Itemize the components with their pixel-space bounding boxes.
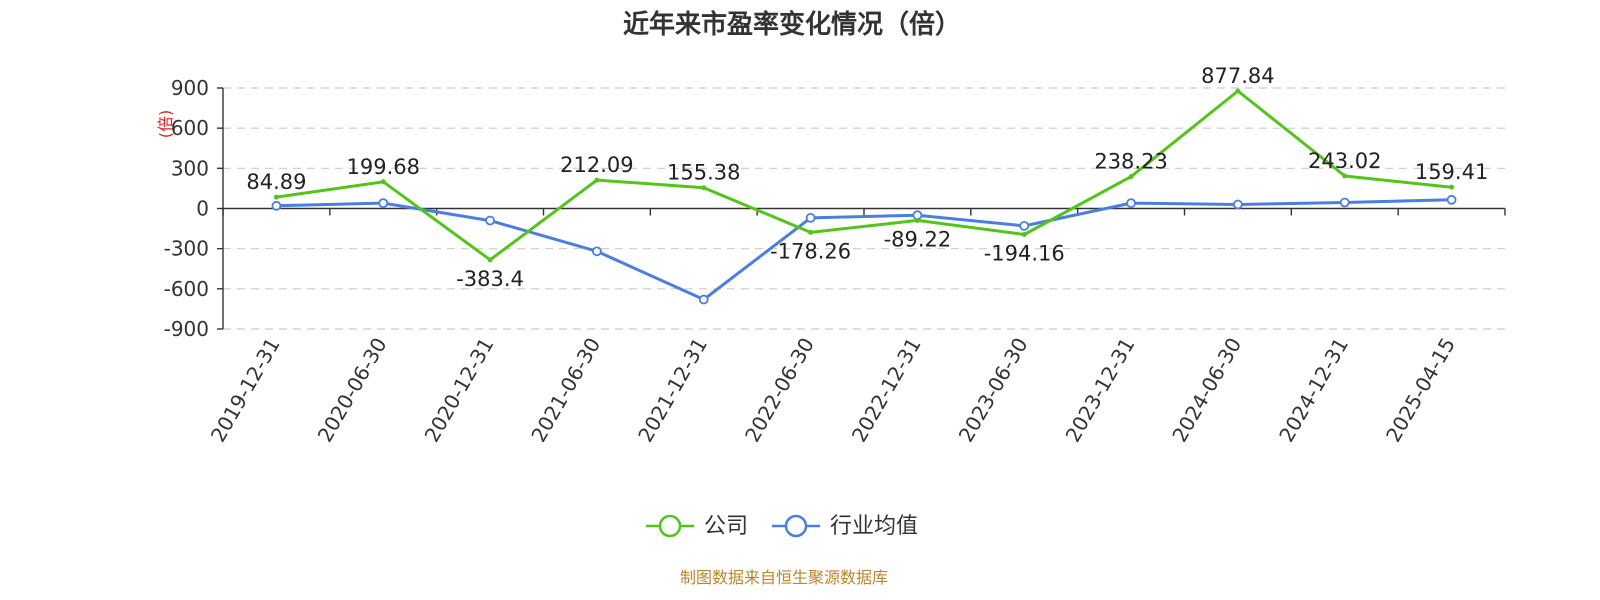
company-point[interactable] bbox=[594, 177, 600, 183]
industry-average-point[interactable] bbox=[1446, 194, 1457, 205]
company-data-label: -383.4 bbox=[456, 267, 524, 291]
y-tick-label: -900 bbox=[164, 317, 209, 341]
y-tick-label: 0 bbox=[196, 197, 209, 221]
x-tick-label: 2022-12-31 bbox=[847, 334, 926, 447]
y-tick-label: 600 bbox=[171, 116, 209, 140]
industry-average-point[interactable] bbox=[1233, 199, 1243, 210]
legend-company-label: 公司 bbox=[704, 514, 748, 539]
x-tick-label: 2025-04-15 bbox=[1381, 334, 1460, 447]
industry-average-series-line bbox=[274, 198, 1454, 301]
industry-average-point[interactable] bbox=[378, 198, 389, 209]
y-tick-label: -300 bbox=[164, 237, 209, 261]
company-point[interactable] bbox=[273, 194, 279, 200]
x-tick-label: 2024-06-30 bbox=[1167, 334, 1246, 447]
legend-industry-average-marker bbox=[784, 514, 808, 538]
company-data-label: -194.16 bbox=[984, 241, 1065, 265]
company-point[interactable] bbox=[808, 229, 814, 235]
x-tick-labels: 2019-12-31 2020-06-30 2020-12-31 2021-06-30… bbox=[206, 334, 1460, 447]
x-tick-label: 2024-12-31 bbox=[1274, 334, 1353, 447]
company-data-label: 84.89 bbox=[246, 170, 306, 194]
x-tick-label: 2020-06-30 bbox=[313, 334, 392, 447]
y-tick-label: -600 bbox=[164, 277, 209, 301]
legend-item-industry-average[interactable]: 行业均值 bbox=[772, 514, 918, 539]
company-series-line bbox=[274, 89, 1454, 262]
company-point[interactable] bbox=[487, 257, 493, 263]
y-tick-labels: 900 600 300 0 -300 -600 -900 bbox=[164, 76, 209, 341]
legend-industry-average-label: 行业均值 bbox=[830, 514, 918, 539]
axes bbox=[217, 87, 1506, 330]
company-data-label: -89.22 bbox=[884, 227, 952, 251]
y-tick-label: 300 bbox=[171, 156, 209, 180]
company-point[interactable] bbox=[380, 179, 386, 185]
company-data-label: 243.02 bbox=[1308, 149, 1381, 173]
x-tick-label: 2020-12-31 bbox=[420, 334, 499, 447]
y-axis-unit-label: (倍) bbox=[156, 110, 175, 139]
industry-average-point[interactable] bbox=[698, 294, 709, 305]
industry-average-point[interactable] bbox=[485, 215, 495, 226]
industry-average-point[interactable] bbox=[271, 200, 282, 211]
x-tick-label: 2023-12-31 bbox=[1061, 334, 1140, 447]
data-labels: 84.89 199.68 -383.4 212.09 155.38 -178.26 -89.… bbox=[246, 64, 1488, 291]
x-tick-label: 2021-06-30 bbox=[526, 334, 605, 447]
company-data-label: 212.09 bbox=[560, 153, 633, 177]
y-tick-label: 900 bbox=[171, 76, 209, 100]
company-data-label: 238.23 bbox=[1094, 150, 1167, 174]
industry-average-point[interactable] bbox=[592, 246, 602, 257]
industry-average-point[interactable] bbox=[1019, 221, 1030, 231]
company-point[interactable] bbox=[914, 217, 920, 223]
industry-average-point[interactable] bbox=[1126, 198, 1136, 209]
legend-company-marker bbox=[658, 514, 682, 538]
industry-average-point[interactable] bbox=[1339, 197, 1350, 208]
industry-average-point[interactable] bbox=[805, 212, 816, 223]
legend-item-company[interactable]: 公司 bbox=[646, 514, 748, 539]
company-data-label: 159.41 bbox=[1415, 160, 1488, 184]
series-points bbox=[271, 88, 1457, 305]
data-source-note: 制图数据来自恒生聚源数据库 bbox=[680, 568, 888, 587]
legend: 公司 行业均值 bbox=[646, 514, 918, 539]
x-tick-label: 2022-06-30 bbox=[740, 334, 819, 447]
company-data-label: 155.38 bbox=[667, 161, 740, 185]
x-tick-label: 2021-12-31 bbox=[633, 334, 712, 447]
company-point[interactable] bbox=[701, 185, 707, 191]
chart-title: 近年来市盈率变化情况（倍） bbox=[623, 9, 961, 40]
company-point[interactable] bbox=[1235, 88, 1241, 94]
x-tick-label: 2019-12-31 bbox=[206, 334, 285, 447]
series-lines bbox=[274, 89, 1454, 301]
company-data-label: 199.68 bbox=[347, 155, 420, 179]
company-data-label: -178.26 bbox=[770, 239, 851, 263]
grid-lines bbox=[223, 87, 1505, 330]
company-point[interactable] bbox=[1342, 173, 1348, 179]
x-tick-label: 2023-06-30 bbox=[954, 334, 1033, 447]
company-point[interactable] bbox=[1128, 174, 1134, 180]
company-point[interactable] bbox=[1021, 231, 1027, 237]
company-point[interactable] bbox=[1449, 184, 1455, 190]
company-data-label: 877.84 bbox=[1201, 64, 1274, 88]
